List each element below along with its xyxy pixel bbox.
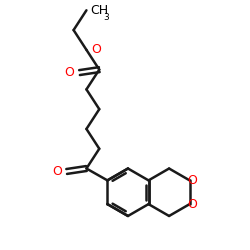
Text: 3: 3 — [103, 13, 109, 22]
Text: O: O — [65, 66, 74, 79]
Text: O: O — [188, 174, 198, 187]
Text: O: O — [188, 198, 198, 210]
Text: O: O — [52, 165, 62, 178]
Text: CH: CH — [90, 4, 108, 17]
Text: O: O — [92, 43, 101, 56]
